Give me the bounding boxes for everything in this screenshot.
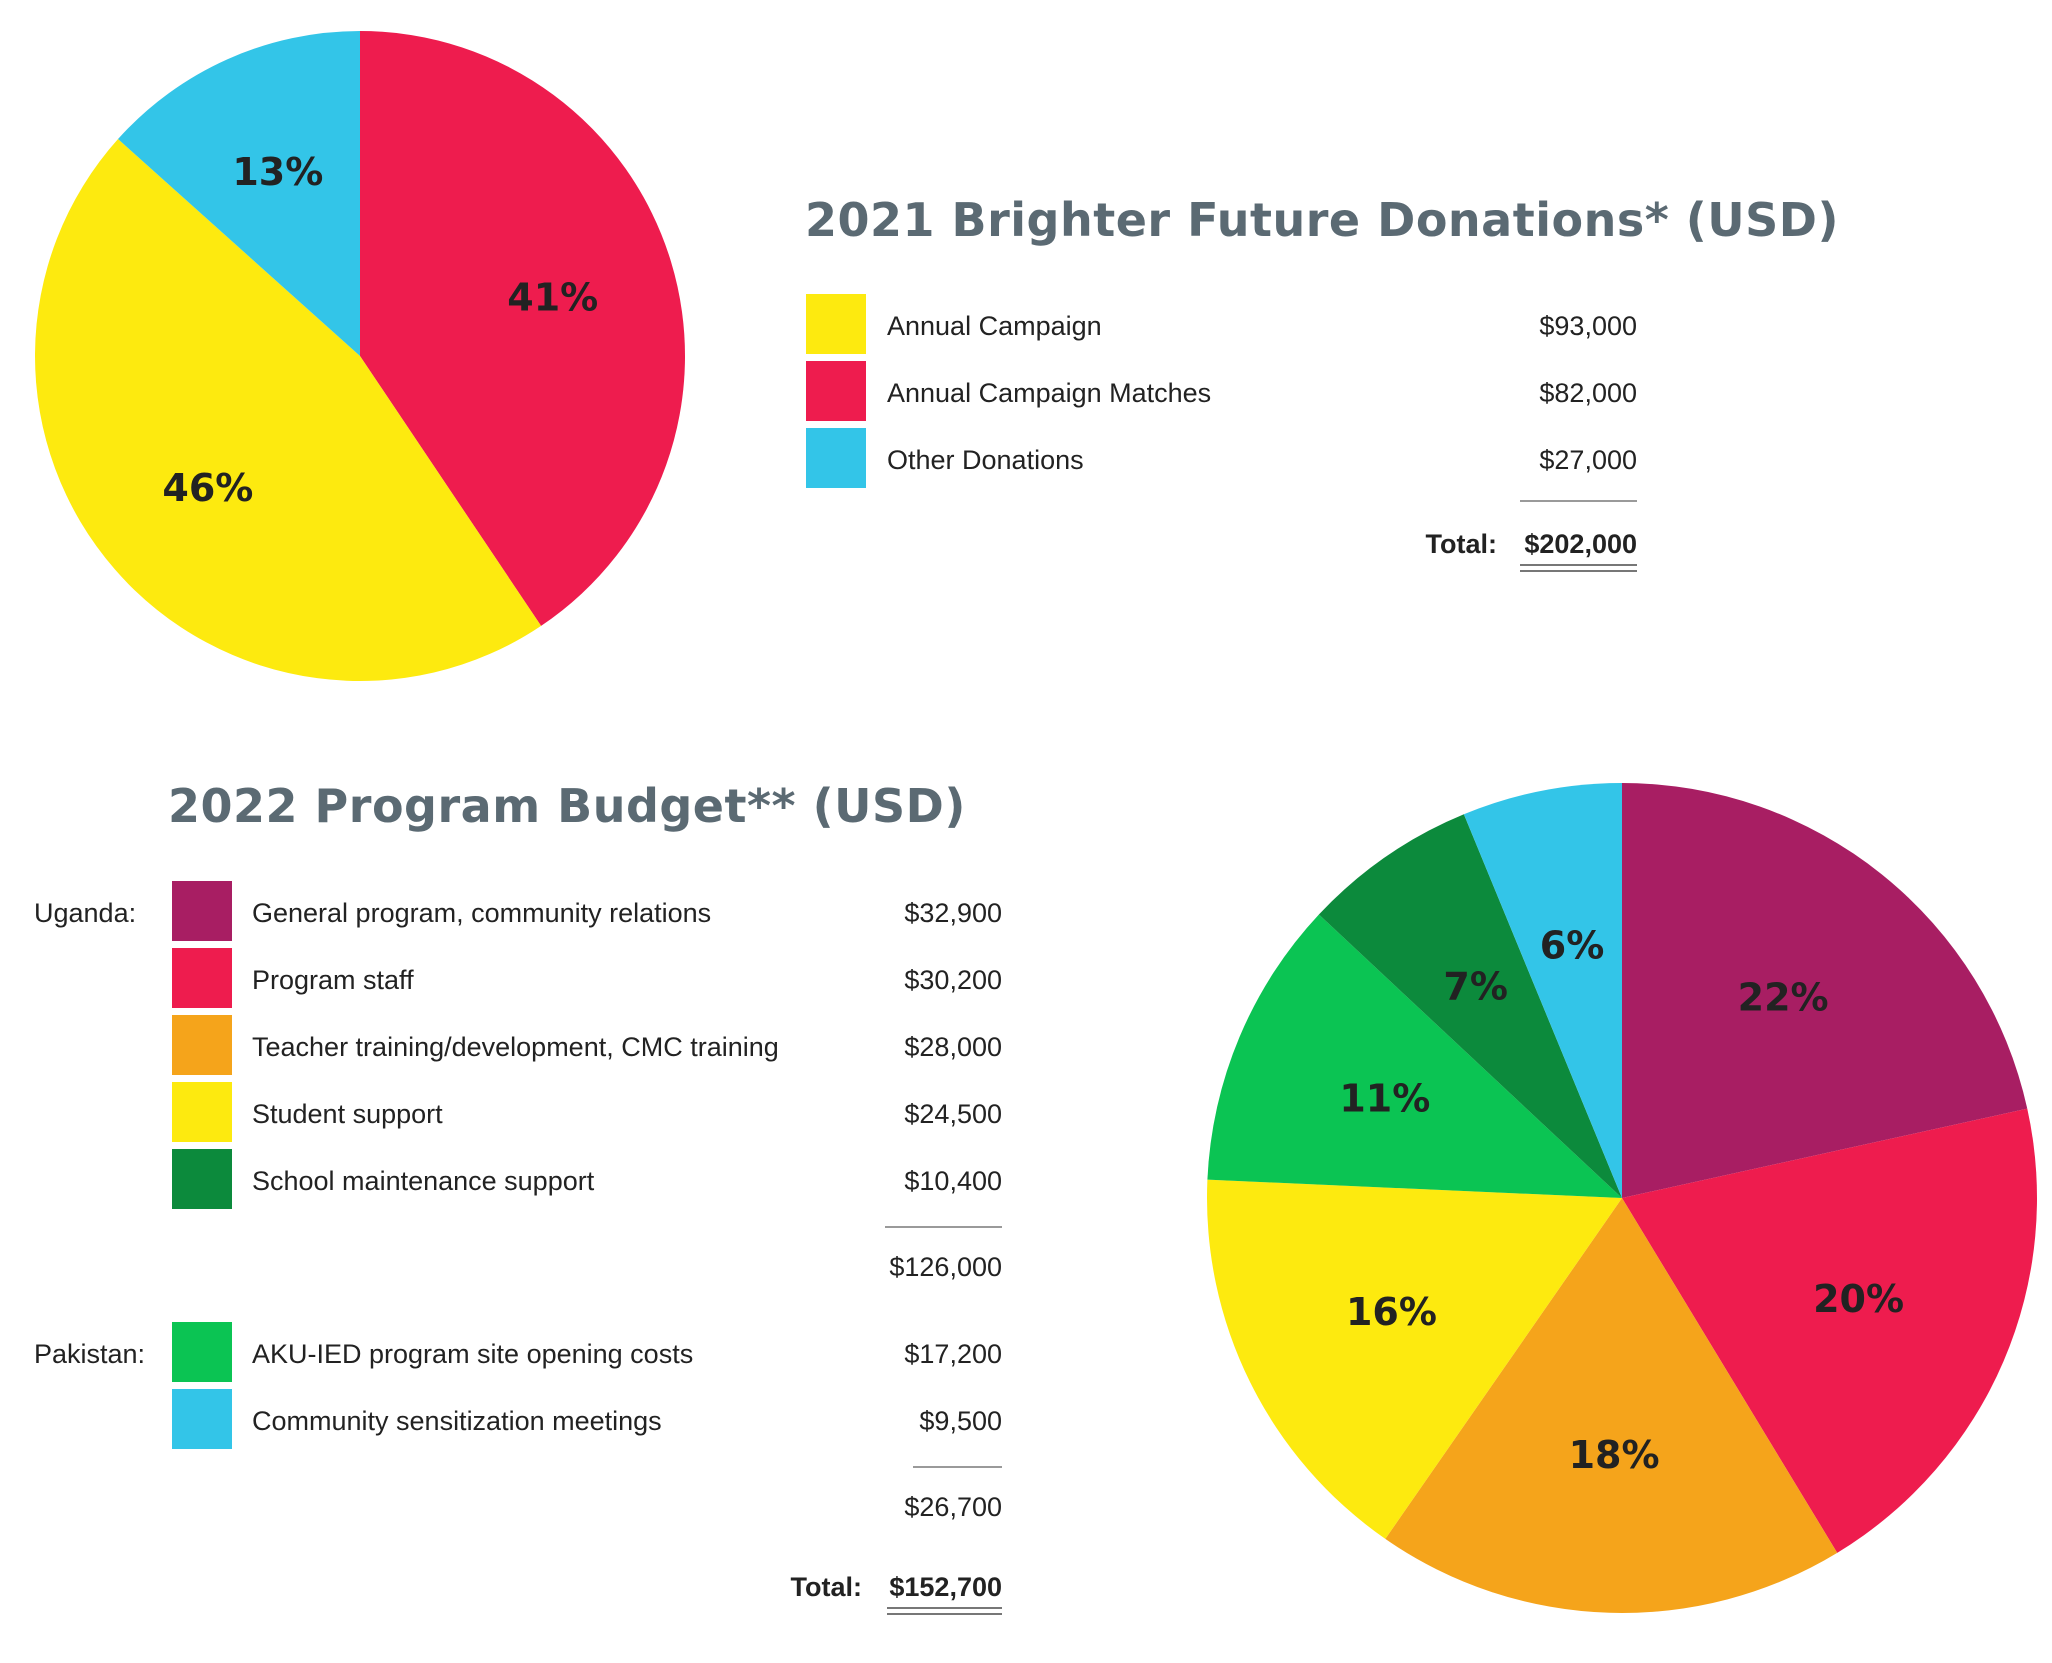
legend-swatch-other-donations [806,428,866,488]
legend-label-annual-campaign: Annual Campaign [887,311,1102,341]
legend-amount-general-program: $32,900 [904,898,1002,928]
legend-amount-student-support: $24,500 [904,1099,1002,1129]
legend-label-teacher-training: Teacher training/development, CMC traini… [252,1032,779,1062]
budget-pct-label-1: 22% [1738,975,1829,1019]
budget-slice-7 [1463,783,1622,1198]
donations-pct-label-2: 46% [162,466,253,510]
budget-slice-2 [1622,1108,2037,1553]
donations-total-double-rule [1520,564,1637,572]
donations-total-label: Total: [1425,529,1497,559]
legend-amount-school-maintenance: $10,400 [904,1166,1002,1196]
legend-label-other-donations: Other Donations [887,445,1084,475]
legend-amount-teacher-training: $28,000 [904,1032,1002,1062]
legend-swatch-annual-campaign [806,294,866,354]
budget-pct-label-7: 6% [1540,924,1605,968]
donations-sum-rule [1520,500,1637,502]
donations-pie-chart: 41% 46% 13% [34,31,686,682]
budget-slice-1 [1622,783,2028,1198]
budget-pct-label-3: 18% [1569,1433,1660,1477]
budget-chart-title: 2022 Program Budget** (USD) [168,779,966,833]
group-label-uganda: Uganda: [34,898,137,928]
donations-slice-3 [118,31,360,356]
donations-pct-label-3: 13% [232,150,323,194]
legend-swatch-program-staff [172,948,232,1008]
legend-amount-other-donations: $27,000 [1539,445,1637,475]
budget-total-amount: $152,700 [889,1572,1002,1602]
legend-label-student-support: Student support [252,1099,443,1129]
legend-amount-program-staff: $30,200 [904,965,1002,995]
donations-slice-1 [360,31,686,626]
uganda-subtotal: $126,000 [889,1252,1002,1282]
legend-swatch-annual-campaign-matches [806,361,866,421]
legend-label-program-staff: Program staff [252,965,414,995]
budget-pie-chart: 22% 20% 18% 16% 11% 7% 6% [1207,783,2037,1613]
budget-total-label: Total: [790,1572,862,1602]
uganda-sum-rule [885,1226,1002,1228]
legend-label-annual-campaign-matches: Annual Campaign Matches [887,378,1212,408]
budget-total-double-rule [887,1607,1002,1615]
legend-amount-community-sensitization: $9,500 [919,1406,1002,1436]
budget-slice-3 [1385,1198,1838,1613]
legend-label-aku-ied: AKU-IED program site opening costs [252,1339,694,1369]
donations-chart-title: 2021 Brighter Future Donations* (USD) [805,193,1839,247]
legend-label-school-maintenance: School maintenance support [252,1166,595,1196]
budget-slice-6 [1318,814,1622,1198]
group-label-pakistan: Pakistan: [34,1339,146,1369]
budget-pct-label-6: 7% [1443,964,1508,1008]
budget-slice-5 [1207,914,1622,1198]
legend-swatch-teacher-training [172,1015,232,1075]
legend-amount-annual-campaign: $93,000 [1539,311,1637,341]
budget-pct-label-2: 20% [1813,1277,1904,1321]
legend-amount-aku-ied: $17,200 [904,1339,1002,1369]
legend-swatch-general-program [172,881,232,941]
legend-swatch-student-support [172,1082,232,1142]
donations-total-amount: $202,000 [1524,529,1637,559]
donations-slice-2 [34,139,542,682]
legend-swatch-aku-ied [172,1322,232,1382]
pakistan-sum-rule [913,1466,1002,1468]
legend-swatch-community-sensitization [172,1389,232,1449]
pakistan-subtotal: $26,700 [904,1492,1002,1522]
legend-amount-annual-campaign-matches: $82,000 [1539,378,1637,408]
donations-pct-label-1: 41% [507,275,598,319]
budget-slice-4 [1207,1179,1622,1539]
legend-label-community-sensitization: Community sensitization meetings [252,1406,662,1436]
budget-pct-label-4: 16% [1346,1290,1437,1334]
legend-label-general-program: General program, community relations [252,898,712,928]
legend-swatch-school-maintenance [172,1149,232,1209]
budget-pct-label-5: 11% [1339,1076,1430,1120]
